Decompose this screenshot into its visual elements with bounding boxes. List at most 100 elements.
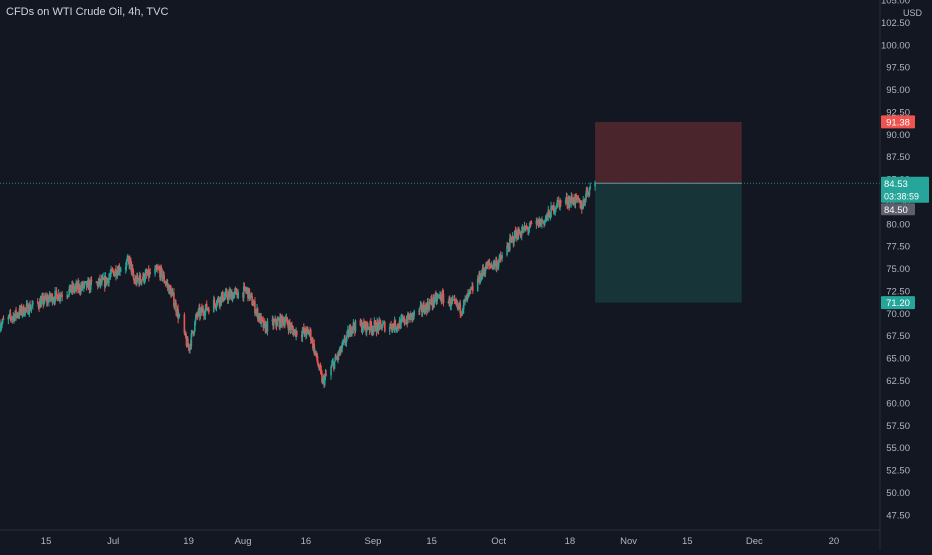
- candle: [23, 314, 26, 316]
- time-tick-label: Dec: [746, 536, 763, 547]
- candle: [148, 271, 151, 278]
- candle: [392, 324, 395, 327]
- candle: [331, 362, 334, 365]
- candle: [462, 300, 465, 309]
- candle: [439, 294, 442, 300]
- candle: [342, 339, 345, 343]
- candle: [403, 317, 406, 324]
- candle: [345, 337, 348, 343]
- candle: [196, 313, 198, 315]
- candle: [226, 291, 228, 298]
- candle: [391, 324, 394, 330]
- candle: [525, 227, 527, 230]
- candle: [68, 289, 70, 295]
- candle: [527, 229, 530, 231]
- candle: [348, 329, 351, 337]
- price-tick-label: 97.50: [886, 63, 910, 74]
- chart-title: CFDs on WTI Crude Oil, 4h, TVC: [6, 6, 169, 18]
- candle: [573, 197, 575, 204]
- candle: [173, 305, 176, 307]
- candle: [90, 279, 93, 282]
- candle: [466, 293, 469, 301]
- candle: [419, 305, 422, 308]
- candle: [55, 290, 58, 295]
- candle: [244, 286, 246, 291]
- candle: [304, 328, 307, 334]
- candle: [366, 322, 369, 328]
- candle: [136, 275, 139, 280]
- candle: [25, 304, 28, 309]
- candle: [80, 285, 82, 292]
- candle: [314, 351, 317, 355]
- candle: [229, 292, 232, 298]
- candle: [582, 200, 584, 209]
- candle: [305, 328, 308, 336]
- candle: [330, 364, 333, 367]
- candle: [22, 306, 25, 316]
- candle: [461, 311, 464, 314]
- candle: [319, 365, 322, 370]
- candle: [169, 285, 172, 290]
- candle: [190, 333, 193, 347]
- candle: [306, 328, 309, 330]
- price-tick-label: 67.50: [886, 331, 910, 342]
- candle: [136, 275, 138, 284]
- position-zones: [595, 121, 742, 303]
- candle: [574, 195, 577, 204]
- price-tick-label: 92.50: [886, 107, 910, 118]
- candle: [488, 262, 491, 265]
- candle: [479, 280, 482, 282]
- candle: [108, 277, 110, 284]
- candle: [154, 268, 156, 274]
- candle: [430, 299, 433, 304]
- candle: [324, 373, 327, 378]
- stop-price-label-bg: [881, 115, 915, 129]
- candle: [249, 295, 251, 299]
- candle: [168, 285, 171, 294]
- candle: [526, 227, 529, 229]
- candle: [120, 269, 122, 271]
- candle: [498, 256, 501, 262]
- candle: [581, 208, 584, 210]
- candle: [214, 303, 216, 307]
- price-tick-label: 102.50: [881, 18, 910, 29]
- candle: [48, 298, 50, 303]
- candle: [427, 302, 429, 308]
- time-tick-label: 15: [682, 536, 693, 547]
- candle: [58, 293, 61, 299]
- candle: [480, 273, 483, 281]
- candle: [317, 363, 320, 368]
- candle: [222, 300, 225, 302]
- time-tick-label: 16: [301, 536, 312, 547]
- time-tick-label: Nov: [620, 536, 637, 547]
- candle: [221, 292, 224, 301]
- price-tick-label: 55.00: [886, 443, 910, 454]
- candle: [409, 313, 412, 321]
- candle: [360, 322, 363, 332]
- candle: [184, 331, 187, 339]
- candle: [520, 231, 523, 236]
- prev-close-label: 84.50: [884, 205, 908, 216]
- candle: [195, 313, 198, 319]
- candle: [545, 216, 547, 220]
- candle: [307, 329, 309, 331]
- price-axis[interactable]: 105.00 102.50 100.00 97.50 95.00 92.50 90.00 87…: [879, 0, 910, 550]
- candle: [29, 304, 31, 311]
- time-axis[interactable]: 15 Jul 19 Aug 16 Sep 15 Oct 18 Nov 15 Dec 20: [0, 529, 880, 547]
- candle: [379, 320, 382, 325]
- candle: [27, 303, 29, 315]
- candle: [344, 338, 346, 343]
- candle: [346, 331, 348, 338]
- candle: [380, 324, 383, 330]
- candle: [69, 284, 72, 293]
- candle: [213, 299, 216, 304]
- candle: [448, 298, 451, 307]
- candle: [453, 299, 456, 301]
- candle: [30, 306, 33, 309]
- candle: [363, 321, 365, 325]
- candle: [384, 322, 386, 332]
- candle: [106, 278, 108, 284]
